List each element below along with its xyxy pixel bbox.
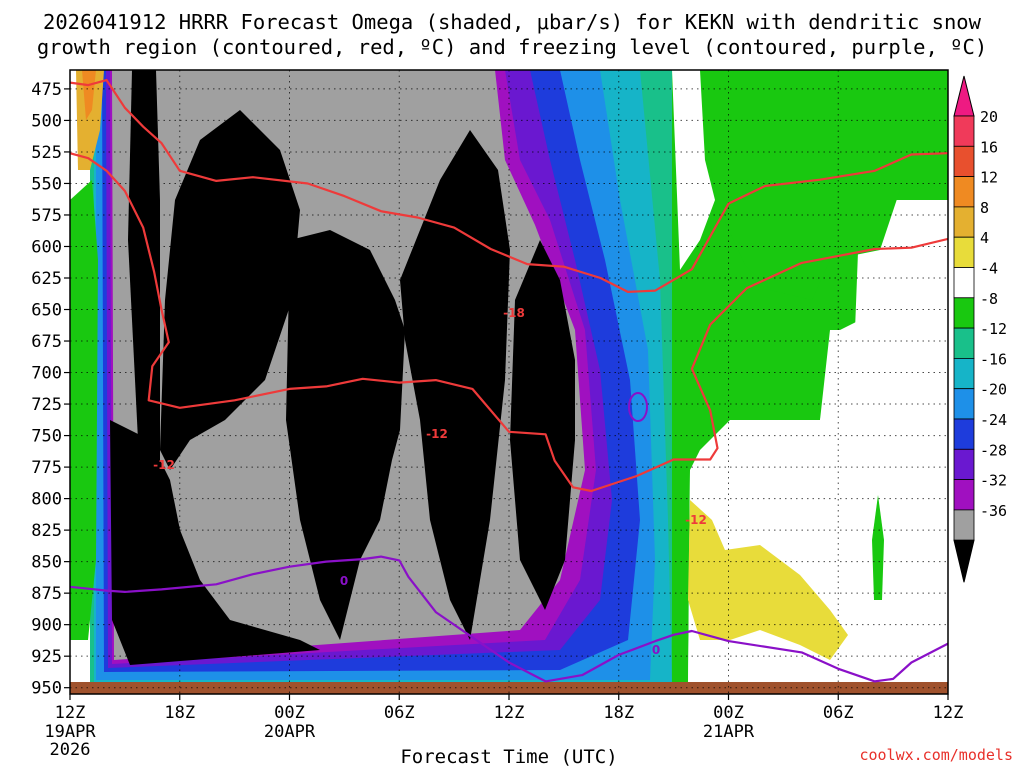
- omega-shading: [70, 70, 948, 690]
- y-tick-label: 800: [31, 490, 62, 510]
- colorbar-swatch: [953, 327, 975, 359]
- colorbar-label: -12: [980, 320, 1007, 338]
- y-tick-label: 550: [31, 174, 62, 194]
- dgz-label-left: -12: [153, 458, 175, 472]
- colorbar-swatch: [953, 509, 975, 541]
- y-tick-label: 900: [31, 616, 62, 636]
- y-tick-label: 650: [31, 301, 62, 321]
- colorbar-label: -4: [980, 260, 998, 278]
- x-tick-date: 20APR: [264, 722, 316, 742]
- omega-black-core3: [286, 230, 405, 640]
- y-tick-label: 825: [31, 521, 62, 541]
- colorbar-swatch: [953, 297, 975, 329]
- omega-green-left: [70, 180, 98, 640]
- colorbar-label: -16: [980, 350, 1007, 368]
- contour-series-2: [70, 555, 948, 683]
- x-tick-label: 06Z: [384, 703, 415, 723]
- freezing-label-mid: 0: [340, 574, 348, 588]
- colorbar-swatch: [953, 448, 975, 480]
- freezing-level-closed-contour: [628, 392, 648, 422]
- colorbar-swatch: [953, 145, 975, 178]
- x-tick-label: 12Z: [933, 703, 964, 723]
- colorbar-swatch: [953, 357, 975, 390]
- colorbar-label: 12: [980, 169, 998, 187]
- colorbar-label: 20: [980, 108, 998, 126]
- contour-labels: -18 -12 -12 -12 0 0: [153, 306, 707, 657]
- credit-text: coolwx.com/models: [859, 746, 1013, 764]
- omega-yellow-left: [76, 70, 104, 170]
- colorbar-label: -8: [980, 290, 998, 308]
- colorbar-label: -36: [980, 502, 1007, 520]
- x-tick-label: 00Z: [274, 703, 305, 723]
- dgz-label-mid: -12: [426, 427, 448, 441]
- colorbar-swatch: [953, 388, 975, 420]
- dgz-label-right: -12: [685, 513, 707, 527]
- x-tick-label: 12Z: [494, 703, 525, 723]
- y-tick-label: 875: [31, 584, 62, 604]
- omega-white-patch: [672, 70, 715, 270]
- contour-series-0: [70, 79, 948, 293]
- x-tick-year: 2026: [50, 740, 91, 760]
- x-tick-label: 12Z: [55, 703, 86, 723]
- colorbar-label: 16: [980, 138, 998, 156]
- dgz-label-top: -18: [503, 306, 525, 320]
- colorbar-label: 4: [980, 229, 989, 247]
- y-tick-label: 475: [31, 80, 62, 100]
- omega-black-core1: [128, 70, 160, 520]
- y-tick-label: 600: [31, 237, 62, 257]
- colorbar-bottom-arrow: [953, 539, 975, 583]
- omega-orange-left: [82, 70, 96, 120]
- contour-series-1: [70, 152, 948, 493]
- y-tick-label: 500: [31, 111, 62, 131]
- omega-black-core5: [510, 240, 575, 610]
- freezing-label-right: 0: [652, 643, 660, 657]
- omega-green-right: [650, 70, 948, 690]
- chart-title-line1: 2026041912 HRRR Forecast Omega (shaded, …: [43, 10, 982, 34]
- grid-lines: [70, 70, 948, 694]
- colorbar-swatch: [953, 418, 975, 450]
- colorbar-label: -28: [980, 441, 1007, 459]
- omega-black-core6: [110, 420, 320, 665]
- colorbar-label: -32: [980, 472, 1007, 490]
- colorbar-swatch: [953, 267, 975, 299]
- y-tick-label: 700: [31, 364, 62, 384]
- y-tick-label: 950: [31, 679, 62, 699]
- colorbar-swatch: [953, 236, 975, 268]
- colorbar-swatch: [953, 479, 975, 511]
- ground-surface: [70, 682, 948, 694]
- y-tick-label: 725: [31, 395, 62, 415]
- colorbar-label: -24: [980, 411, 1007, 429]
- y-tick-label: 675: [31, 332, 62, 352]
- y-tick-label: 925: [31, 647, 62, 667]
- x-axis-title: Forecast Time (UTC): [400, 746, 617, 768]
- plot-area: [70, 70, 948, 694]
- y-tick-label: 575: [31, 206, 62, 226]
- colorbar-label: -20: [980, 381, 1007, 399]
- colorbar-swatch: [953, 176, 975, 208]
- x-tick-label: 18Z: [603, 703, 634, 723]
- y-tick-label: 775: [31, 458, 62, 478]
- y-tick-label: 750: [31, 427, 62, 447]
- colorbar-label: 8: [980, 199, 989, 217]
- colorbar-swatch: [953, 115, 975, 147]
- colorbar-swatch: [953, 206, 975, 238]
- omega-green-right-top: [700, 70, 948, 300]
- y-tick-label: 625: [31, 269, 62, 289]
- x-tick-label: 18Z: [164, 703, 195, 723]
- y-tick-label: 850: [31, 553, 62, 573]
- omega-green-spike: [872, 495, 884, 600]
- y-tick-label: 525: [31, 143, 62, 163]
- y-axis: 475 500 525 550 575 600 625 650 675 700 725 750 775 8…: [31, 80, 70, 699]
- colorbar: 20 16 12 8 4 -4 -8 -12 -16 -20 -24 -28 -32 -36: [953, 75, 1007, 583]
- chart-title-line2: growth region (contoured, red, ºC) and f…: [37, 35, 987, 59]
- x-tick-date: 21APR: [703, 722, 755, 742]
- colorbar-top-arrow: [953, 75, 975, 117]
- omega-black-core2: [160, 110, 300, 470]
- contour-lines: [70, 79, 948, 683]
- x-tick-date: 19APR: [44, 722, 96, 742]
- x-tick-label: 00Z: [713, 703, 744, 723]
- x-tick-label: 06Z: [823, 703, 854, 723]
